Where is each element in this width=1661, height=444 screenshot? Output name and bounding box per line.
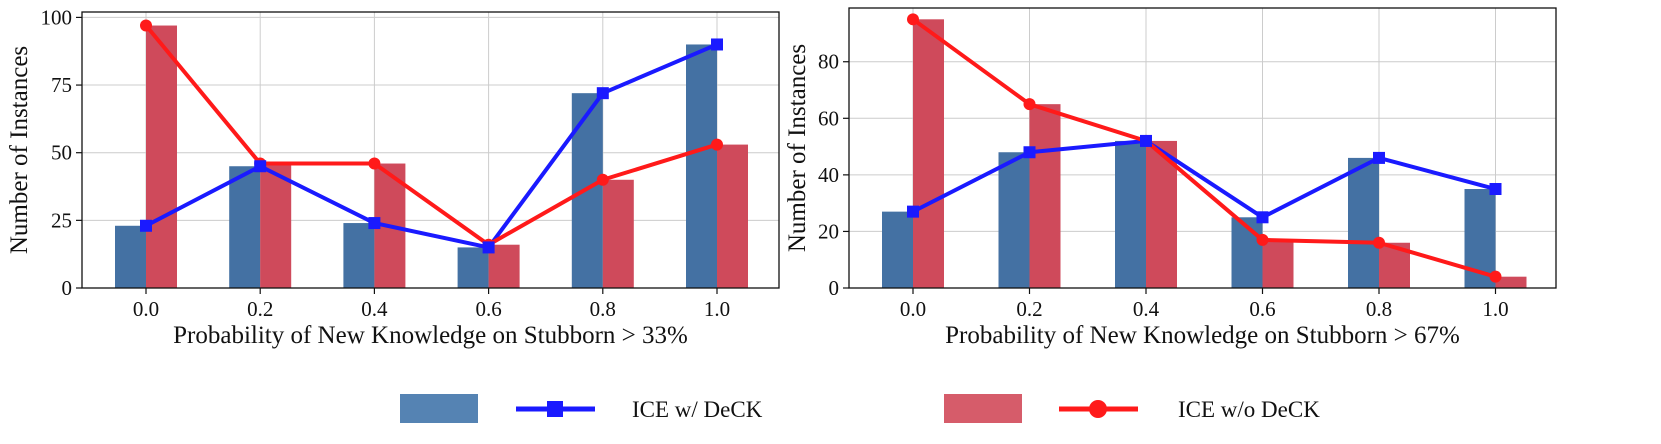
y-axis-label: Number of Instances: [6, 46, 33, 254]
bars: [115, 25, 748, 289]
point-with-deck: [596, 87, 609, 100]
point-with-deck: [1140, 134, 1152, 147]
point-without-deck: [140, 19, 152, 32]
point-without-deck: [1373, 236, 1385, 249]
y-tick-label: 0: [62, 276, 73, 300]
plots: 0 25 50 75 100 0.0 0.2 0.4 0.6 0.8 1.0 Probability …: [6, 5, 1557, 349]
bar-without-deck: [913, 19, 944, 288]
legend-label-without-deck: ICE w/o DeCK: [1178, 397, 1320, 422]
point-without-deck: [907, 13, 919, 26]
point-with-deck: [907, 205, 919, 218]
bar-with-deck: [686, 44, 717, 289]
y-tick-label: 0: [829, 276, 840, 300]
point-without-deck: [596, 173, 609, 186]
point-without-deck: [1489, 270, 1502, 283]
point-without-deck: [368, 157, 381, 170]
bar-with-deck: [1348, 157, 1379, 288]
grid: [82, 12, 779, 289]
y-tick-label: 60: [818, 106, 839, 130]
bar-with-deck: [882, 211, 913, 288]
point-with-deck: [482, 241, 495, 254]
legend: ICE w/ DeCK ICE w/o DeCK: [400, 394, 1320, 423]
legend-label-with-deck: ICE w/ DeCK: [632, 397, 763, 422]
y-tick-label: 20: [818, 219, 839, 243]
point-without-deck: [711, 138, 723, 151]
chart-panel-2: 0 20 40 60 80 0.0 0.2 0.4 0.6 0.8 1.0 Probability o…: [784, 7, 1557, 349]
line-with-deck: [912, 138, 1497, 220]
point-with-deck: [368, 217, 381, 230]
axes-frame: [81, 11, 780, 289]
y-tick-label: 25: [51, 208, 72, 232]
bar-without-deck: [717, 144, 748, 288]
x-axis-label: Probability of New Knowledge on Stubborn…: [173, 322, 688, 349]
point-with-deck: [254, 160, 267, 173]
bar-with-deck: [457, 247, 489, 288]
bar-without-deck: [260, 163, 292, 288]
x-tick-label: 1.0: [1482, 297, 1508, 321]
point-without-deck: [1023, 98, 1036, 111]
bar-with-deck: [1115, 140, 1146, 288]
point-without-deck: [1256, 233, 1269, 246]
x-tick-label: 0.0: [133, 297, 159, 321]
legend-circle-marker-without-deck: [1089, 400, 1107, 418]
legend-bar-swatch-with-deck: [400, 394, 478, 423]
bar-with-deck: [343, 223, 375, 288]
y-axis-label: Number of Instances: [784, 44, 811, 252]
legend-bar-swatch-without-deck: [944, 394, 1022, 423]
bar-with-deck: [229, 166, 261, 288]
y-tick-label: 100: [41, 5, 73, 29]
bar-without-deck: [1262, 239, 1294, 288]
x-tick-label: 0.6: [475, 297, 501, 321]
x-tick-label: 0.4: [361, 297, 388, 321]
line-without-deck: [911, 17, 1497, 279]
bar-with-deck: [998, 152, 1030, 288]
bar-without-deck: [1029, 104, 1061, 288]
point-with-deck: [1373, 151, 1385, 164]
point-with-deck: [1256, 211, 1269, 224]
point-with-deck: [711, 38, 723, 51]
point-with-deck: [1023, 146, 1036, 159]
x-axis-label: Probability of New Knowledge on Stubborn…: [945, 322, 1460, 349]
x-tick-label: 0.6: [1249, 297, 1275, 321]
bars: [882, 19, 1527, 288]
axes-frame: [848, 7, 1557, 289]
y-tick-label: 40: [818, 163, 839, 187]
point-with-deck: [140, 219, 152, 232]
chart-panel-1: 0 25 50 75 100 0.0 0.2 0.4 0.6 0.8 1.0 Probability …: [6, 5, 780, 349]
bar-with-deck: [115, 225, 146, 288]
y-tick-label: 50: [51, 141, 72, 165]
bar-without-deck: [602, 179, 634, 288]
x-tick-label: 0.4: [1133, 297, 1160, 321]
x-tick-label: 1.0: [704, 297, 730, 321]
x-tick-label: 0.2: [1016, 297, 1042, 321]
point-with-deck: [1489, 183, 1502, 196]
x-tick-label: 0.2: [247, 297, 273, 321]
y-tick-label: 80: [818, 50, 839, 74]
y-tick-label: 75: [51, 73, 72, 97]
x-tick-label: 0.8: [590, 297, 616, 321]
line-with-deck: [145, 42, 718, 250]
legend-square-marker-with-deck: [547, 401, 563, 417]
line-without-deck: [144, 24, 718, 247]
x-tick-label: 0.0: [900, 297, 926, 321]
x-tick-label: 0.8: [1366, 297, 1392, 321]
bar-without-deck: [146, 25, 177, 288]
bar-without-deck: [1495, 276, 1527, 288]
